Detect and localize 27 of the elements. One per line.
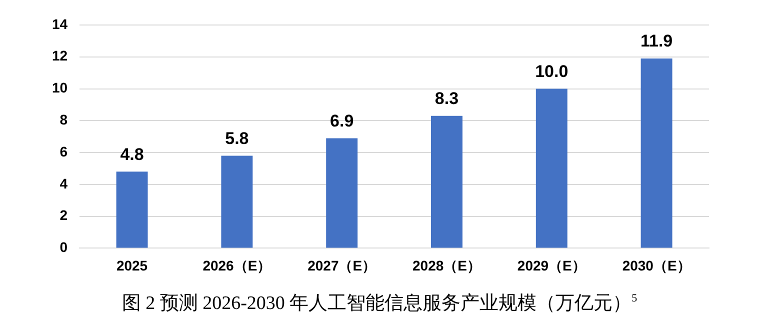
data-label: 11.9 [640, 32, 673, 51]
data-label: 5.8 [225, 128, 249, 148]
data-label: 10.0 [535, 62, 568, 81]
x-tick-label: 2025 [116, 257, 148, 274]
text: 图 2 预测 2026-2030 年人工智能信息服务产业规模（万亿元）$^{5}$ [120, 292, 638, 316]
bar [640, 58, 672, 248]
y-tick-label: 2 [60, 207, 68, 224]
x-tick-label: 2027（E） [308, 257, 376, 274]
x-tick-label: 2026（E） [202, 257, 272, 274]
bar [536, 88, 568, 248]
y-tick-label: 12 [52, 48, 68, 64]
x-tick-label: 2028（E） [412, 257, 481, 274]
data-label: 6.9 [330, 111, 354, 130]
bar [326, 138, 358, 248]
data-label: 8.3 [434, 89, 459, 108]
y-tick-label: 8 [60, 112, 68, 128]
y-tick-label: 0 [60, 239, 68, 256]
y-tick-label: 14 [52, 16, 68, 32]
y-tick-label: 4 [60, 175, 68, 192]
bar [431, 116, 462, 248]
data-label: 4.8 [120, 144, 144, 164]
y-tick-label: 6 [60, 143, 68, 160]
bar [221, 156, 253, 248]
x-tick-label: 2029（E） [517, 257, 586, 274]
y-tick-label: 10 [52, 80, 68, 96]
x-tick-label: 2030（E） [622, 257, 691, 274]
bar [116, 172, 148, 248]
